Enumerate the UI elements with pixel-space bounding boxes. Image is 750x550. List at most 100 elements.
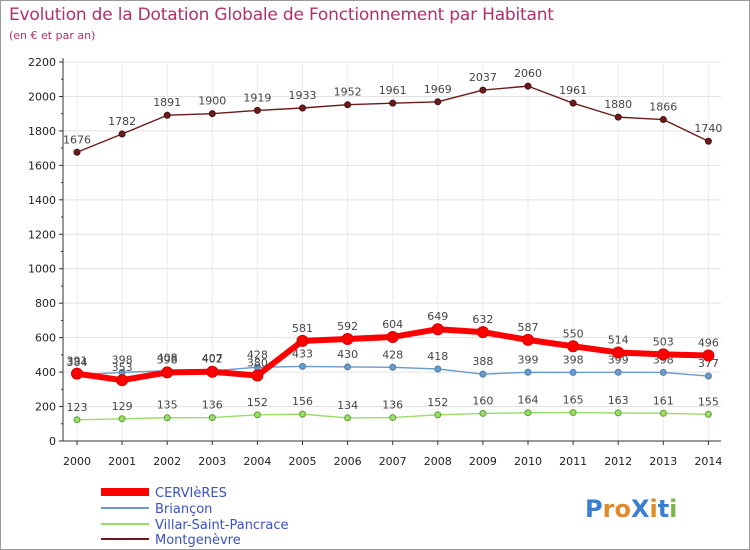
data-point — [431, 323, 444, 336]
data-label: 503 — [653, 335, 674, 348]
data-label: 592 — [337, 320, 358, 333]
data-label: 1919 — [243, 91, 271, 104]
chart-subtitle: (en € et par an) — [9, 29, 96, 42]
x-tick-label: 2001 — [108, 455, 136, 468]
y-tick-label: 1200 — [28, 228, 56, 241]
data-point — [299, 104, 306, 112]
data-point — [208, 414, 216, 422]
data-point — [389, 99, 397, 107]
data-point — [659, 368, 667, 376]
data-label: 2060 — [514, 67, 542, 80]
logo-letter: o — [614, 495, 631, 523]
x-tick-label: 2006 — [334, 455, 362, 468]
data-label: 353 — [112, 361, 133, 374]
data-label: 380 — [247, 357, 268, 370]
data-point — [344, 414, 352, 422]
data-label: 632 — [472, 313, 493, 326]
data-point — [116, 374, 129, 387]
data-label: 1676 — [63, 133, 91, 146]
data-label: 398 — [157, 353, 178, 366]
data-point — [659, 116, 667, 124]
data-label: 1880 — [604, 98, 632, 111]
y-tick-label: 400 — [35, 366, 56, 379]
data-point — [524, 368, 532, 376]
data-label: 1740 — [694, 122, 722, 135]
y-tick-label: 1000 — [28, 263, 56, 276]
data-point — [614, 368, 622, 376]
data-point — [704, 372, 712, 380]
data-label: 2037 — [469, 71, 497, 84]
y-tick-label: 1600 — [28, 159, 56, 172]
x-tick-label: 2011 — [559, 455, 587, 468]
data-point — [434, 98, 442, 106]
y-tick-label: 600 — [35, 332, 56, 345]
data-point — [479, 86, 487, 94]
data-label: 135 — [157, 399, 178, 412]
proxiti-logo: ProXiti — [585, 495, 677, 523]
data-label: 428 — [382, 348, 403, 361]
data-point — [161, 366, 174, 379]
data-label: 155 — [698, 395, 719, 408]
data-label: 433 — [292, 347, 313, 360]
data-label: 398 — [112, 353, 133, 366]
x-tick-label: 2003 — [198, 455, 226, 468]
data-label: 384 — [67, 356, 88, 369]
data-point — [253, 106, 261, 114]
y-tick-label: 2200 — [28, 56, 56, 69]
data-point — [434, 365, 442, 373]
data-point — [479, 409, 487, 417]
x-tick-label: 2005 — [289, 455, 317, 468]
data-point — [389, 414, 397, 422]
data-label: 1900 — [198, 95, 226, 108]
x-tick-label: 2012 — [604, 455, 632, 468]
data-label: 136 — [382, 399, 403, 412]
legend-label: Briançon — [155, 502, 212, 517]
data-point — [71, 367, 83, 380]
legend-label: Villar-Saint-Pancrace — [155, 518, 289, 533]
data-label: 408 — [157, 352, 178, 365]
data-point — [163, 414, 171, 422]
x-tick-label: 2014 — [694, 455, 722, 468]
data-label: 1961 — [559, 84, 587, 97]
data-label: 165 — [563, 394, 584, 407]
data-point — [434, 411, 442, 419]
data-point — [251, 369, 264, 382]
legend-label: CERVIèRES — [155, 486, 227, 501]
logo-letter: r — [603, 495, 615, 523]
data-point — [569, 409, 577, 417]
data-label: 1969 — [424, 83, 452, 96]
data-label: 1891 — [153, 96, 181, 109]
data-label: 399 — [608, 353, 629, 366]
y-tick-label: 800 — [35, 297, 56, 310]
data-point — [386, 330, 399, 343]
data-point — [299, 410, 306, 418]
x-tick-label: 2000 — [63, 455, 91, 468]
y-tick-label: 2000 — [28, 90, 56, 103]
data-label: 160 — [472, 394, 493, 407]
data-label: 1933 — [289, 89, 317, 102]
data-point — [522, 333, 534, 346]
data-label: 581 — [292, 322, 313, 335]
data-point — [344, 101, 352, 109]
data-label: 407 — [202, 352, 223, 365]
data-label: 514 — [608, 333, 629, 346]
legend-label: Montgenèvre — [155, 533, 241, 548]
data-label: 152 — [427, 396, 448, 409]
data-label: 152 — [247, 396, 268, 409]
data-point — [704, 137, 712, 145]
data-point — [118, 415, 126, 423]
logo-letter: i — [669, 495, 677, 523]
data-point — [659, 409, 667, 417]
data-point — [344, 363, 352, 371]
data-label: 1961 — [379, 84, 407, 97]
data-label: 430 — [337, 348, 358, 361]
data-label: 1952 — [334, 86, 362, 99]
data-label: 163 — [608, 394, 629, 407]
data-label: 1782 — [108, 115, 136, 128]
logo-letter: i — [649, 495, 657, 523]
data-point — [73, 416, 81, 424]
data-point — [524, 409, 532, 417]
y-tick-label: 1800 — [28, 125, 56, 138]
